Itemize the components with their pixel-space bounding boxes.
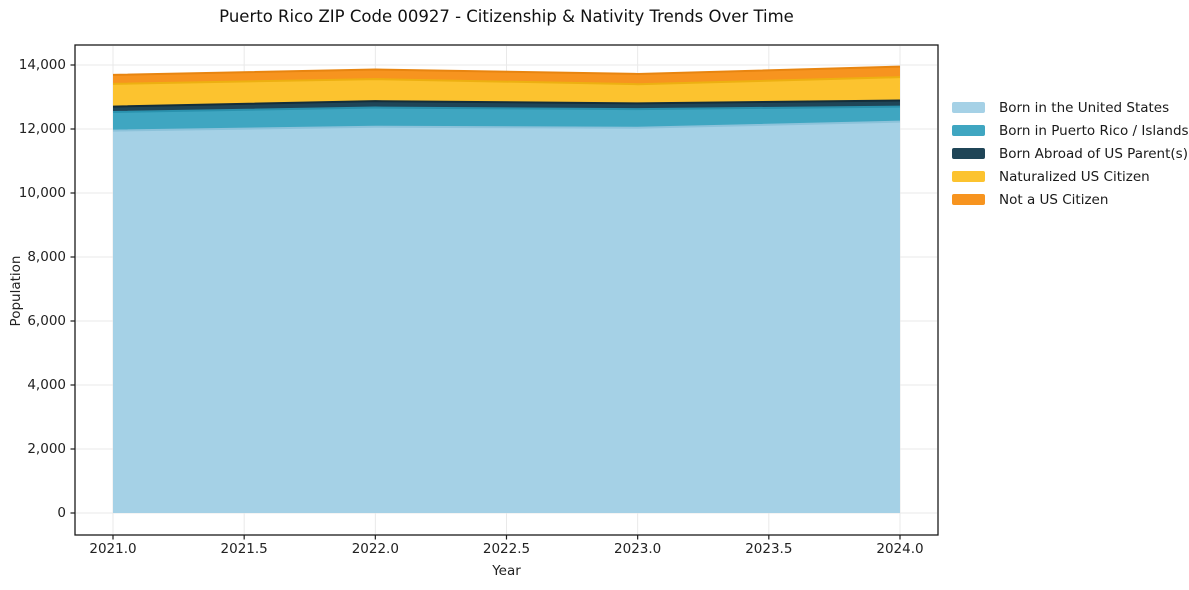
legend-item: Born in Puerto Rico / Islands	[952, 119, 1189, 142]
y-tick-label: 6,000	[27, 313, 66, 329]
legend-item: Not a US Citizen	[952, 188, 1187, 211]
x-tick-label: 2022.5	[482, 541, 531, 557]
y-tick-label: 14,000	[18, 57, 66, 73]
area-edge-0	[112, 120, 901, 132]
area-series-3	[113, 77, 900, 107]
legend-swatch-icon	[952, 102, 985, 113]
x-tick-label: 2021.0	[89, 541, 137, 557]
x-tick-label: 2021.5	[220, 541, 268, 557]
area-edge-2	[112, 99, 901, 108]
y-tick-label: 0	[57, 505, 66, 521]
legend: Born in the United States Born in Puerto …	[952, 96, 1189, 211]
legend-item: Born Abroad of US Parent(s)	[952, 142, 1188, 165]
y-tick-label: 2,000	[27, 441, 66, 457]
x-tick-label: 2022.0	[351, 541, 399, 557]
x-tick-label: 2024.0	[876, 541, 924, 557]
legend-swatch-icon	[952, 194, 985, 205]
x-tick-label: 2023.0	[614, 541, 662, 557]
x-axis-label: Year	[492, 563, 521, 579]
legend-label: Naturalized US Citizen	[999, 168, 1150, 185]
y-tick-label: 10,000	[18, 185, 66, 201]
legend-label: Born Abroad of US Parent(s)	[999, 145, 1188, 162]
legend-item: Naturalized US Citizen	[952, 165, 1187, 188]
legend-swatch-icon	[952, 125, 985, 136]
chart-title: Puerto Rico ZIP Code 00927 - Citizenship…	[219, 7, 794, 26]
y-tick-label: 4,000	[27, 377, 66, 393]
legend-swatch-icon	[952, 148, 985, 159]
x-tick-label: 2023.5	[745, 541, 793, 557]
legend-label: Born in Puerto Rico / Islands	[999, 122, 1189, 139]
legend-swatch-icon	[952, 171, 985, 182]
y-tick-label: 12,000	[18, 121, 66, 137]
area-edge-3	[112, 76, 901, 86]
area-edge-1	[112, 105, 900, 114]
legend-item: Born in the United States	[952, 96, 1187, 119]
area-edge-4	[112, 65, 901, 76]
y-tick-label: 8,000	[27, 249, 66, 265]
legend-label: Born in the United States	[999, 99, 1170, 116]
area-series-1	[113, 106, 900, 131]
legend-label: Not a US Citizen	[999, 191, 1109, 208]
area-series-0	[113, 121, 900, 513]
